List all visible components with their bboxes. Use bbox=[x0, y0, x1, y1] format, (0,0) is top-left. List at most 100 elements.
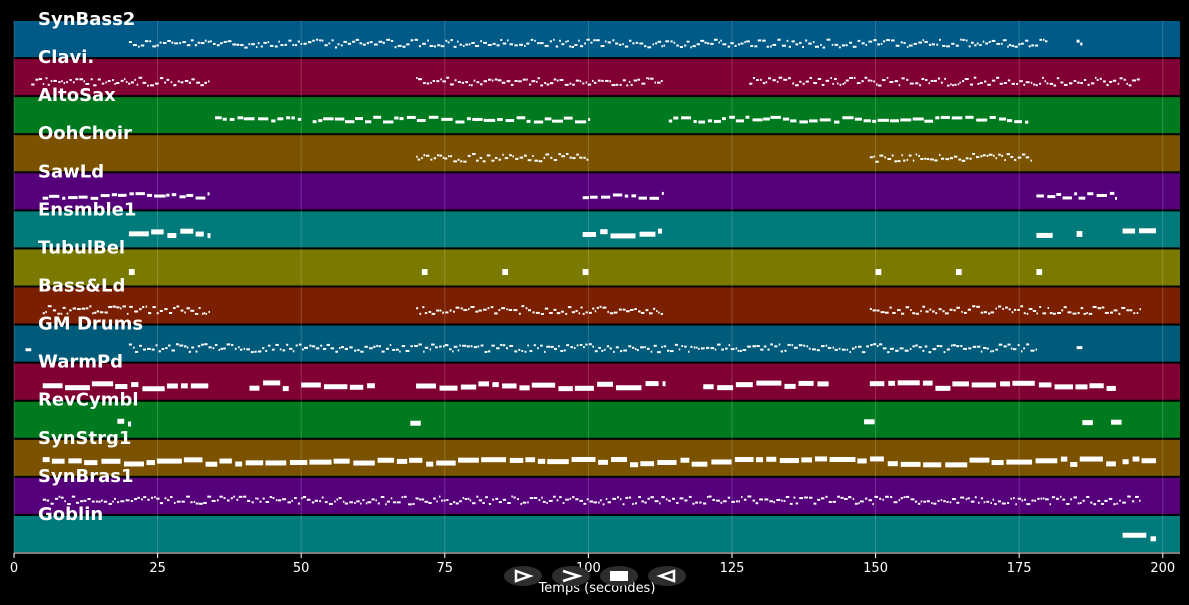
note-mark bbox=[559, 496, 562, 499]
note-mark bbox=[919, 84, 922, 87]
note-mark bbox=[152, 306, 156, 309]
note-mark bbox=[1001, 42, 1003, 45]
note-mark bbox=[311, 501, 315, 504]
note-mark bbox=[559, 78, 564, 81]
note-mark bbox=[933, 502, 937, 505]
note-mark bbox=[502, 153, 504, 156]
track-lane bbox=[14, 211, 1180, 248]
note-mark bbox=[519, 156, 524, 159]
note-mark bbox=[1075, 384, 1088, 390]
note-mark bbox=[223, 40, 227, 43]
note-mark bbox=[1060, 456, 1068, 462]
note-mark bbox=[57, 312, 60, 315]
note-mark bbox=[450, 155, 453, 158]
note-mark bbox=[1077, 502, 1080, 505]
note-mark bbox=[838, 46, 841, 49]
note-mark bbox=[616, 385, 642, 391]
note-mark bbox=[681, 345, 684, 348]
note-mark bbox=[62, 306, 66, 309]
note-mark bbox=[179, 195, 186, 199]
note-mark bbox=[869, 381, 885, 387]
note-mark bbox=[727, 45, 731, 48]
note-mark bbox=[90, 78, 93, 81]
note-mark bbox=[494, 78, 498, 81]
note-mark bbox=[1059, 495, 1062, 498]
note-mark bbox=[506, 308, 508, 311]
note-mark bbox=[334, 500, 336, 503]
note-mark bbox=[99, 311, 104, 314]
note-mark bbox=[980, 497, 984, 500]
note-mark bbox=[164, 81, 167, 84]
note-mark bbox=[903, 41, 906, 44]
note-mark bbox=[1014, 120, 1022, 124]
note-mark bbox=[122, 305, 126, 308]
note-mark bbox=[267, 41, 270, 44]
note-mark bbox=[282, 498, 287, 501]
note-mark bbox=[692, 502, 695, 505]
note-mark bbox=[472, 502, 476, 505]
track-lane bbox=[14, 287, 1180, 324]
fast-forward-button[interactable] bbox=[552, 566, 590, 586]
note-mark bbox=[774, 345, 778, 348]
note-mark bbox=[184, 345, 187, 348]
note-mark bbox=[519, 385, 530, 391]
rewind-button[interactable] bbox=[648, 566, 686, 586]
play-button[interactable] bbox=[504, 566, 542, 586]
note-mark bbox=[628, 345, 632, 348]
note-mark bbox=[747, 345, 752, 348]
note-mark bbox=[861, 42, 865, 45]
note-mark bbox=[696, 346, 698, 349]
note-mark bbox=[238, 495, 243, 498]
note-mark bbox=[767, 348, 770, 351]
note-mark bbox=[561, 43, 565, 46]
note-mark bbox=[710, 347, 715, 350]
note-mark bbox=[421, 157, 423, 160]
note-mark bbox=[978, 501, 980, 504]
note-mark bbox=[1002, 39, 1007, 42]
note-mark bbox=[654, 81, 657, 84]
note-mark bbox=[183, 457, 203, 463]
note-mark bbox=[167, 499, 170, 502]
note-mark bbox=[622, 79, 626, 82]
note-mark bbox=[834, 348, 838, 351]
note-mark bbox=[165, 347, 168, 350]
note-mark bbox=[116, 306, 120, 309]
note-mark bbox=[466, 345, 470, 348]
note-mark bbox=[763, 345, 767, 348]
note-mark bbox=[54, 497, 59, 500]
note-mark bbox=[945, 158, 950, 161]
note-mark bbox=[754, 45, 758, 48]
note-mark bbox=[173, 84, 177, 87]
note-mark bbox=[820, 43, 822, 46]
note-mark bbox=[703, 384, 714, 390]
note-mark bbox=[123, 461, 144, 467]
note-mark bbox=[1126, 82, 1129, 85]
note-mark bbox=[485, 496, 488, 499]
stop-button[interactable] bbox=[600, 566, 638, 586]
note-mark bbox=[805, 39, 808, 42]
note-mark bbox=[874, 495, 879, 498]
note-mark bbox=[1010, 155, 1014, 158]
note-mark bbox=[544, 44, 549, 47]
note-mark bbox=[745, 115, 750, 119]
note-mark bbox=[852, 45, 857, 48]
note-mark bbox=[630, 308, 634, 311]
note-mark bbox=[126, 312, 129, 315]
note-mark bbox=[328, 42, 331, 45]
note-mark bbox=[1131, 500, 1135, 503]
note-mark bbox=[786, 39, 789, 42]
note-mark bbox=[722, 43, 727, 46]
note-mark bbox=[704, 41, 707, 44]
note-mark bbox=[1036, 312, 1038, 315]
note-mark bbox=[990, 311, 994, 314]
note-mark bbox=[335, 350, 339, 353]
note-mark bbox=[312, 120, 317, 124]
note-mark bbox=[569, 156, 572, 159]
note-mark bbox=[872, 309, 877, 312]
note-mark bbox=[498, 158, 502, 161]
note-mark bbox=[533, 344, 536, 347]
note-mark bbox=[698, 120, 706, 124]
note-mark bbox=[822, 46, 826, 49]
note-mark bbox=[421, 498, 425, 501]
note-mark bbox=[922, 39, 925, 42]
